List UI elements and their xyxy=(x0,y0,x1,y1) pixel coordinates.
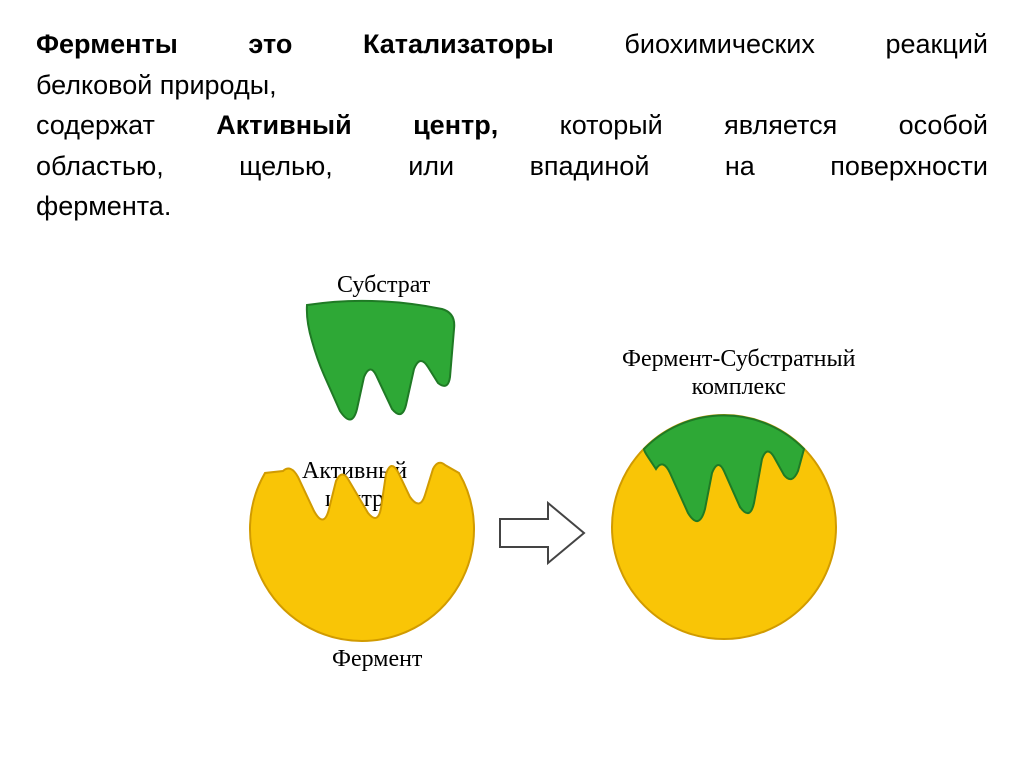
bold-active-center: Активный центр, xyxy=(216,110,498,140)
headline-line-1: Ферменты это Катализаторы биохимических … xyxy=(36,24,988,65)
diagram-svg xyxy=(142,259,882,679)
bold-enzymes-catalysts: Ферменты это Катализаторы xyxy=(36,29,554,59)
line3-rest: который является особой xyxy=(498,110,988,140)
headline-line-3: содержат Активный центр, который являетс… xyxy=(36,105,988,146)
enzyme-substrate-diagram: Субстрат Фермент-Субстратный комплекс Ак… xyxy=(142,259,882,679)
page: Ферменты это Катализаторы биохимических … xyxy=(0,0,1024,767)
headline-line-2: белковой природы, xyxy=(36,65,988,106)
headline-line-4: областью, щелью, или впадиной на поверхн… xyxy=(36,146,988,187)
line3-prefix: содержат xyxy=(36,110,216,140)
headline-line-5: фермента. xyxy=(36,186,988,227)
enzyme-left-shape xyxy=(250,462,474,640)
substrate-shape xyxy=(307,300,454,419)
line1-rest: биохимических реакций xyxy=(554,29,988,59)
arrow-icon xyxy=(500,503,584,563)
